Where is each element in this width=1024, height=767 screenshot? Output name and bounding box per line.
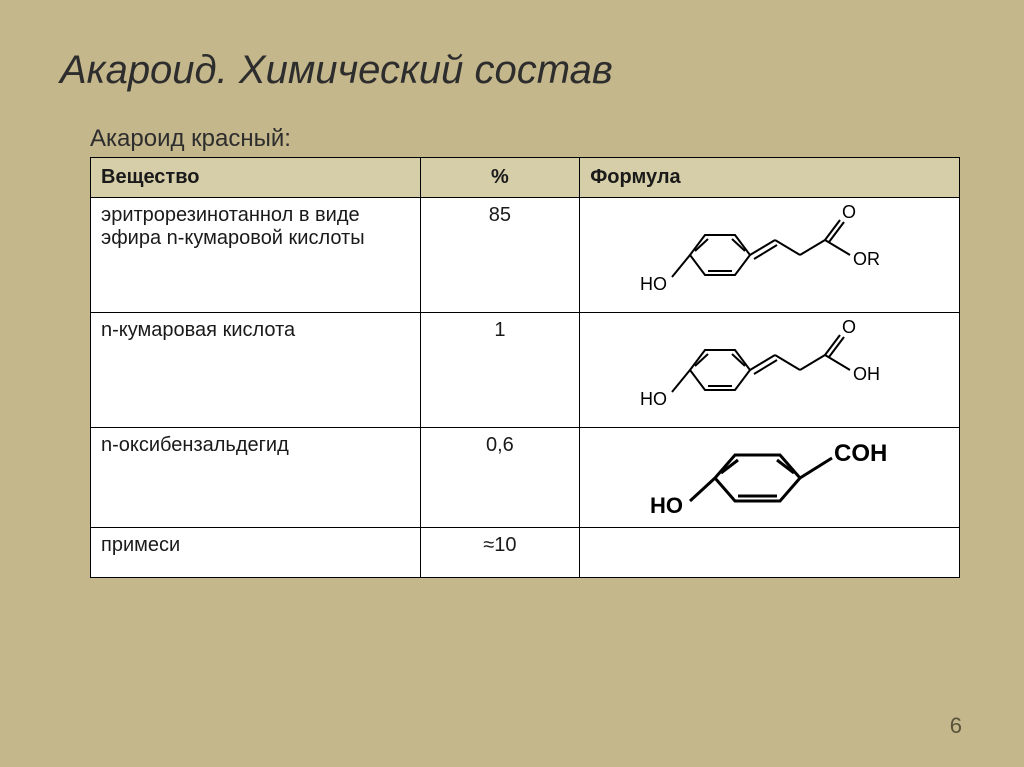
cell-formula: HO COH <box>580 428 960 528</box>
cell-substance: n-кумаровая кислота <box>91 313 421 428</box>
svg-text:HO: HO <box>650 493 683 518</box>
page-subtitle: Акароид красный: <box>90 125 964 153</box>
table-row: n-кумаровая кислота 1 <box>91 313 960 428</box>
table-row: n-оксибензальдегид 0,6 HO COH <box>91 428 960 528</box>
svg-text:O: O <box>842 205 856 222</box>
svg-text:O: O <box>842 320 856 337</box>
table-header-row: Вещество % Формула <box>91 158 960 198</box>
cell-substance: эритрорезинотаннол в виде эфира n-кумаро… <box>91 198 421 313</box>
structure-icon: HO O OR <box>620 205 920 305</box>
svg-text:HO: HO <box>640 389 667 409</box>
col-substance: Вещество <box>91 158 421 198</box>
svg-text:OH: OH <box>853 364 880 384</box>
svg-text:HO: HO <box>640 274 667 294</box>
page-number: 6 <box>950 713 962 739</box>
cell-percent: 1 <box>420 313 580 428</box>
svg-text:OR: OR <box>853 249 880 269</box>
svg-text:COH: COH <box>834 440 887 467</box>
cell-formula: HO O OH <box>580 313 960 428</box>
structure-icon: HO COH <box>620 433 920 523</box>
cell-percent: 85 <box>420 198 580 313</box>
table-row: эритрорезинотаннол в виде эфира n-кумаро… <box>91 198 960 313</box>
page-title: Акароид. Химический состав <box>60 48 964 93</box>
composition-table: Вещество % Формула эритрорезинотаннол в … <box>90 157 960 578</box>
cell-substance: примеси <box>91 528 421 578</box>
table-row: примеси ≈10 <box>91 528 960 578</box>
slide: Акароид. Химический состав Акароид красн… <box>0 0 1024 767</box>
cell-percent: 0,6 <box>420 428 580 528</box>
cell-substance: n-оксибензальдегид <box>91 428 421 528</box>
cell-formula: HO O OR <box>580 198 960 313</box>
col-formula: Формула <box>580 158 960 198</box>
cell-formula <box>580 528 960 578</box>
cell-percent: ≈10 <box>420 528 580 578</box>
structure-icon: HO O OH <box>620 320 920 420</box>
col-percent: % <box>420 158 580 198</box>
